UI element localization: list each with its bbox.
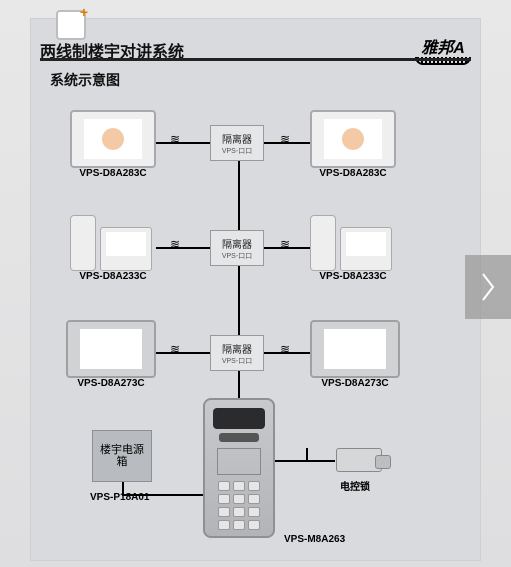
squiggle-r2r: ≋ (280, 237, 287, 251)
wire-lock-v (306, 448, 308, 462)
squiggle-r1l: ≋ (170, 132, 177, 146)
squiggle-r1r: ≋ (280, 132, 287, 146)
copy-button[interactable] (56, 10, 86, 40)
lock-label: 电控锁 (340, 478, 370, 493)
isolator-3: 隔离器 VPS-口口 (210, 335, 264, 371)
door-speaker (219, 433, 259, 442)
wide-r3-left: VPS-D8A273C (66, 320, 156, 389)
monitor-r1-right: VPS-D8A283C (310, 110, 396, 179)
lock (336, 448, 382, 472)
wire-r1l (156, 142, 210, 144)
label-r1l: VPS-D8A283C (70, 168, 156, 179)
label-r2l: VPS-D8A233C (70, 271, 156, 282)
door-station (203, 398, 275, 538)
isolator-3-sub: VPS-口口 (222, 356, 252, 366)
door-label: VPS-M8A263 (284, 534, 345, 545)
squiggle-r3l: ≋ (170, 342, 177, 356)
label-r3r: VPS-D8A273C (310, 378, 400, 389)
isolator-1-sub: VPS-口口 (222, 146, 252, 156)
chevron-right-icon (477, 270, 499, 304)
door-camera (213, 408, 265, 429)
wire-lock-h (275, 460, 335, 462)
power-box: 楼宇电源箱 (92, 430, 152, 482)
label-r2r: VPS-D8A233C (310, 271, 396, 282)
wire-pwr-h (122, 494, 203, 496)
power-box-text: 楼宇电源箱 (97, 444, 147, 468)
diagram-canvas: 两线制楼宇对讲系统 雅邦A 系统示意图 VPS-D8A283C 隔离器 VPS-… (0, 0, 511, 567)
isolator-3-label: 隔离器 (222, 341, 252, 356)
wire-bus-door (238, 372, 240, 398)
brand-text: 雅邦A (421, 34, 465, 58)
door-card-reader (217, 448, 261, 475)
isolator-2: 隔离器 VPS-口口 (210, 230, 264, 266)
isolator-1: 隔离器 VPS-口口 (210, 125, 264, 161)
squiggle-r3r: ≋ (280, 342, 287, 356)
wire-r2l (156, 247, 210, 249)
squiggle-r2l: ≋ (170, 237, 177, 251)
wire-r3l (156, 352, 210, 354)
door-keypad (218, 481, 260, 530)
divider-thin (40, 60, 471, 61)
phone-r2-right: VPS-D8A233C (310, 215, 396, 282)
label-r3l: VPS-D8A273C (66, 378, 156, 389)
monitor-r1-left: VPS-D8A283C (70, 110, 156, 179)
next-button[interactable] (465, 255, 511, 319)
subtitle: 系统示意图 (50, 70, 120, 90)
phone-r2-left: VPS-D8A233C (70, 215, 156, 282)
wide-r3-right: VPS-D8A273C (310, 320, 400, 389)
isolator-2-sub: VPS-口口 (222, 251, 252, 261)
isolator-1-label: 隔离器 (222, 131, 252, 146)
wire-pwr-v (122, 482, 124, 494)
isolator-2-label: 隔离器 (222, 236, 252, 251)
label-r1r: VPS-D8A283C (310, 168, 396, 179)
